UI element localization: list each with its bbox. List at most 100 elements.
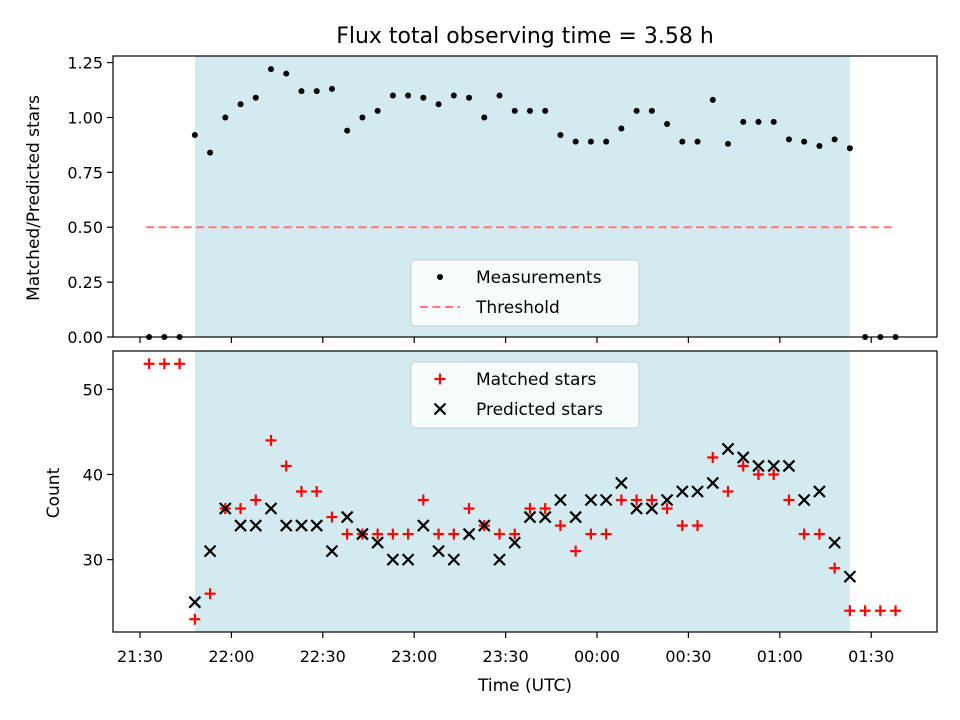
top-series-0-point bbox=[633, 107, 640, 114]
bottom-series-0-point bbox=[600, 528, 612, 540]
x-tick-label: 01:00 bbox=[757, 647, 803, 666]
bottom-series-0-point bbox=[676, 520, 688, 532]
top-series-0-point bbox=[237, 101, 244, 108]
top-series-0-point bbox=[207, 149, 214, 156]
top-series-0-point bbox=[420, 94, 427, 101]
top-series-0-point bbox=[755, 118, 762, 125]
bottom-series-0-point bbox=[722, 486, 734, 497]
bottom-series-0-point bbox=[204, 588, 216, 600]
marker-stroke bbox=[417, 519, 430, 532]
bottom-series-1-point bbox=[584, 493, 598, 507]
bottom-series-1-point bbox=[249, 519, 263, 532]
top-series-0-point bbox=[496, 92, 503, 99]
marker-stroke bbox=[401, 553, 415, 566]
bottom-series-0-point bbox=[158, 358, 170, 370]
bottom-series-1-point bbox=[340, 510, 354, 524]
marker-stroke bbox=[767, 459, 780, 473]
bottom-series-1-point bbox=[813, 485, 826, 498]
bottom-series-0-point bbox=[265, 434, 277, 446]
marker-stroke bbox=[645, 502, 659, 515]
top-chart-title: Flux total observing time = 3.58 h bbox=[336, 24, 714, 49]
marker-stroke bbox=[660, 493, 674, 507]
top-series-0-point bbox=[389, 92, 396, 99]
marker-stroke bbox=[508, 536, 522, 549]
marker-stroke bbox=[630, 502, 643, 515]
marker-stroke bbox=[310, 519, 323, 532]
bottom-series-0-point bbox=[874, 605, 886, 617]
x-tick-label: 22:30 bbox=[300, 647, 346, 666]
marker-stroke bbox=[462, 527, 476, 541]
legend-box bbox=[410, 259, 640, 327]
marker-stroke bbox=[736, 451, 750, 464]
marker-stroke bbox=[782, 459, 796, 473]
top-series-0-point bbox=[694, 138, 701, 145]
top-series-0-point bbox=[557, 132, 564, 139]
marker-stroke bbox=[554, 493, 567, 507]
top-series-0-point bbox=[526, 107, 533, 114]
top-series-0-point bbox=[816, 143, 823, 150]
marker-stroke bbox=[599, 493, 613, 507]
bottom-series-1-point bbox=[752, 459, 765, 473]
bottom-series-0-point bbox=[174, 358, 186, 370]
bottom-series-0-point bbox=[570, 545, 582, 557]
top-series-0-point bbox=[359, 114, 366, 121]
bottom-series-0-point bbox=[829, 562, 841, 574]
bottom-series-0-point bbox=[752, 468, 764, 480]
top-series-0-point bbox=[587, 138, 594, 145]
bottom-series-1-point bbox=[386, 553, 400, 566]
bottom-y-tick-label: 30 bbox=[83, 551, 103, 570]
marker-stroke bbox=[356, 527, 369, 541]
top-series-0-point bbox=[664, 121, 671, 128]
marker-stroke bbox=[477, 519, 491, 532]
marker-stroke bbox=[432, 544, 445, 558]
marker-stroke bbox=[584, 493, 598, 507]
top-series-0-point bbox=[191, 132, 198, 139]
marker-stroke bbox=[447, 553, 461, 566]
marker-stroke bbox=[828, 536, 841, 549]
top-y-tick-label: 0.25 bbox=[67, 273, 103, 292]
bottom-series-0-point bbox=[646, 494, 658, 506]
bottom-series-1-point bbox=[721, 442, 735, 456]
top-legend: Measurements Threshold bbox=[410, 259, 640, 327]
top-series-0-point bbox=[252, 94, 259, 101]
bottom-series-1-point bbox=[279, 519, 293, 532]
bottom-series-1-point bbox=[645, 502, 659, 515]
top-y-axis-label: Matched/Predicted stars bbox=[24, 95, 44, 301]
marker-stroke bbox=[813, 485, 826, 498]
top-series-0-point bbox=[268, 66, 275, 73]
top-y-tick-label: 0.50 bbox=[67, 218, 103, 237]
bottom-series-0-point bbox=[326, 511, 338, 523]
top-series-0-point bbox=[450, 92, 457, 99]
bottom-series-0-point bbox=[433, 528, 445, 540]
legend-label: Predicted stars bbox=[476, 400, 603, 420]
x-tick-label: 23:30 bbox=[483, 647, 529, 666]
bottom-series-1-point bbox=[782, 459, 796, 473]
bottom-series-1-point bbox=[508, 536, 522, 549]
bottom-series-1-point bbox=[706, 476, 720, 490]
x-tick-label: 00:30 bbox=[665, 647, 711, 666]
top-series-0-point bbox=[618, 125, 625, 132]
legend-label: Threshold bbox=[475, 298, 560, 318]
bottom-series-0-point bbox=[737, 460, 749, 472]
top-series-0-point bbox=[679, 138, 686, 145]
marker-stroke bbox=[843, 570, 857, 583]
bottom-series-0-point bbox=[189, 613, 201, 625]
marker-stroke bbox=[386, 553, 400, 566]
legend-label: Matched stars bbox=[476, 370, 596, 390]
top-series-0-point bbox=[709, 96, 716, 103]
bottom-series-0-point bbox=[494, 528, 506, 540]
bottom-series-0-point bbox=[813, 528, 825, 540]
bottom-series-0-point bbox=[341, 528, 353, 540]
top-series-0-point bbox=[770, 118, 777, 125]
bottom-series-1-point bbox=[462, 527, 476, 541]
bottom-series-0-point bbox=[890, 605, 902, 617]
top-series-0-point bbox=[846, 145, 853, 152]
marker-stroke bbox=[249, 519, 263, 532]
top-series-0-point bbox=[222, 114, 229, 121]
top-axes-frame bbox=[112, 55, 938, 338]
marker-stroke bbox=[264, 502, 278, 515]
legend-marker bbox=[437, 274, 443, 280]
marker-stroke bbox=[295, 519, 308, 532]
marker-stroke bbox=[234, 519, 247, 532]
